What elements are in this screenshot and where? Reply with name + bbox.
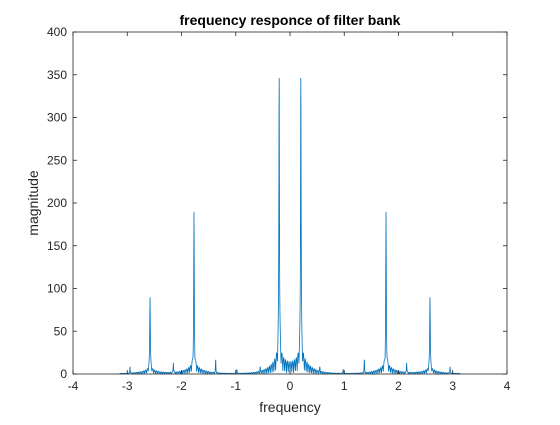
x-tick-label: 4	[504, 379, 511, 393]
x-tick-label: -1	[230, 379, 241, 393]
x-tick-label: 3	[449, 379, 456, 393]
chart-title: frequency responce of filter bank	[180, 12, 401, 28]
y-tick-label: 350	[47, 68, 67, 82]
x-tick-label: 2	[395, 379, 402, 393]
x-tick-label: -3	[122, 379, 133, 393]
x-tick-label: -4	[68, 379, 79, 393]
x-tick-label: -2	[176, 379, 187, 393]
y-tick-label: 300	[47, 111, 67, 125]
y-tick-label: 250	[47, 153, 67, 167]
x-tick-label: 0	[287, 379, 294, 393]
y-tick-label: 400	[47, 25, 67, 39]
y-tick-label: 200	[47, 196, 67, 210]
plot-area	[73, 32, 507, 374]
x-axis-label: frequency	[259, 399, 320, 415]
y-axis-label: magnitude	[25, 170, 41, 236]
x-tick-label: 1	[341, 379, 348, 393]
ticks-group: -4 -3 -2 -1 0 1 2 3 4 0 50 100 150 200 250 300 350 400	[47, 25, 511, 393]
y-tick-label: 100	[47, 282, 67, 296]
y-tick-label: 150	[47, 239, 67, 253]
y-tick-label: 0	[60, 367, 67, 381]
y-tick-label: 50	[54, 324, 68, 338]
